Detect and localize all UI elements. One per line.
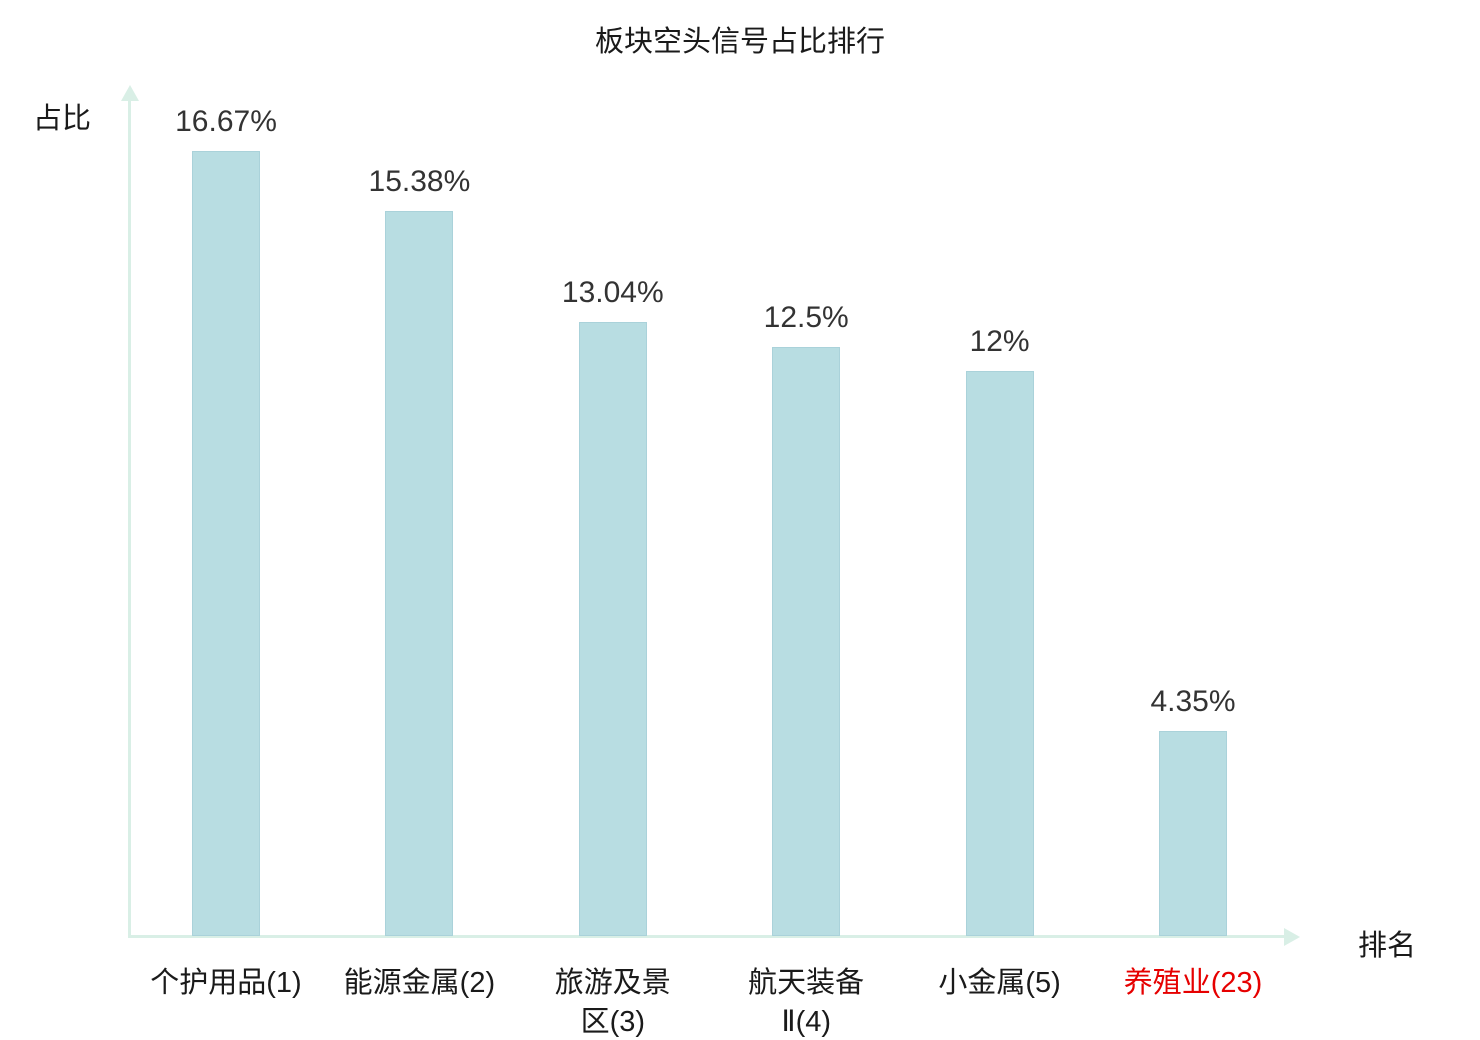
bar-value-label: 12% bbox=[969, 325, 1030, 358]
bar-category-label: 个护用品(1) bbox=[150, 967, 302, 999]
bar bbox=[1159, 731, 1227, 936]
x-axis-label: 排名 bbox=[1358, 930, 1417, 962]
bar-value-label: 16.67% bbox=[175, 105, 277, 138]
bar-category-label: 航天装备 Ⅱ(4) bbox=[748, 967, 865, 1039]
x-axis bbox=[128, 935, 1286, 938]
bar-value-label: 12.5% bbox=[763, 301, 849, 334]
y-axis-arrow-icon bbox=[121, 85, 139, 101]
bar bbox=[965, 371, 1034, 936]
bar-value-label: 4.35% bbox=[1150, 685, 1236, 718]
bar bbox=[192, 151, 260, 936]
bar-category-label: 养殖业(23) bbox=[1123, 967, 1263, 999]
bar-category-label: 小金属(5) bbox=[938, 967, 1061, 999]
y-axis-label: 占比 bbox=[33, 103, 92, 135]
bar-category-label: 旅游及景 区(3) bbox=[554, 967, 671, 1039]
chart-title: 板块空头信号占比排行 bbox=[594, 26, 885, 58]
y-axis bbox=[128, 100, 131, 938]
x-axis-arrow-icon bbox=[1284, 927, 1300, 946]
bar-category-label: 能源金属(2) bbox=[343, 967, 496, 999]
bar-value-label: 13.04% bbox=[561, 276, 664, 309]
bar bbox=[772, 347, 841, 936]
bar bbox=[578, 322, 647, 936]
bar-value-label: 15.38% bbox=[368, 165, 471, 198]
bar bbox=[385, 211, 454, 936]
